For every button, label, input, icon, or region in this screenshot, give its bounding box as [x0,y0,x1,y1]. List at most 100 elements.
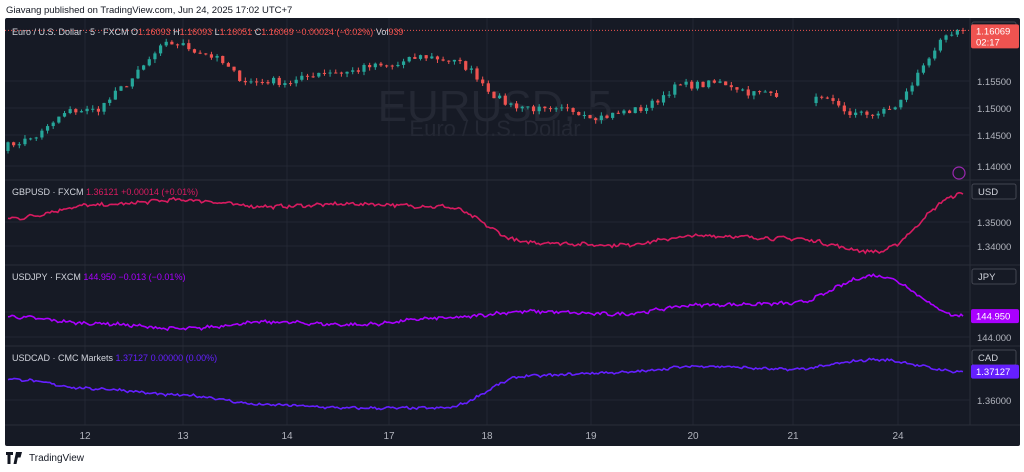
legend-symbol: Euro / U.S. Dollar · 5 · FXCM [12,27,131,37]
candle-body [23,138,27,145]
candle-body [45,126,50,131]
candle-body [588,115,592,119]
candle-body [820,96,824,98]
candle-body [181,43,185,46]
candle-body [893,107,897,110]
multi-pane-chart[interactable]: 12 13 14 17 18 19 20 21 24 1.15500 1.15000 1.14500 1… [5,18,1020,446]
candle-body [271,77,276,84]
currency-label: CAD [978,353,998,364]
candle-body [509,103,513,105]
candle-body [831,98,835,101]
candle-body [667,94,671,96]
legend-change: −0.013 (−0.01%) [118,272,185,282]
candle-body [232,66,236,71]
candle-body [741,89,745,91]
series-line-usdjpy [7,273,964,332]
candle-body [209,54,214,58]
legend-l-label: L [215,27,220,37]
candle-body [249,81,253,83]
candle-body [520,106,524,109]
candle-body [938,39,942,51]
candle-body [458,59,462,62]
candle-body [718,81,722,83]
x-tick-label: 20 [687,431,699,442]
price-tick-label: 1.14500 [977,131,1011,142]
legend-change: −0.00024 (−0.02%) [296,27,376,37]
candle-body [192,49,197,53]
candle-body [430,56,434,59]
candle-body [837,100,841,106]
candle-body [396,64,400,67]
candle-body [927,58,931,66]
candle-body [735,87,739,90]
candle-body [921,65,926,73]
candle-body [311,76,315,78]
candle-body [418,55,423,59]
price-tick-label: 1.35000 [977,218,1011,229]
candle-body [356,70,360,72]
candle-body [882,108,886,114]
candle-body [622,110,626,114]
candle-body [435,56,440,60]
candle-body [158,45,163,54]
candle-body [876,113,880,116]
candle-body [757,91,762,93]
candle-body [373,63,377,68]
candle-body [447,60,451,62]
candle-body [6,142,10,151]
series-line-gbpusd [7,191,964,255]
candle-body [571,108,575,112]
candle-body [537,106,541,112]
candle-body [695,81,700,89]
last-price-tag [971,364,1019,379]
candle-body [531,106,536,112]
candle-body [554,108,558,110]
candle-body [108,99,112,103]
last-price-value: 1.37127 [976,367,1010,378]
currency-badge [971,268,1017,285]
last-price-value: 1.16069 [976,26,1010,37]
x-tick-label: 17 [383,431,395,442]
candle-body [288,83,293,85]
candle-body [639,107,643,112]
price-tick-label: 1.34000 [977,242,1011,253]
legend-h-label: H [173,27,180,37]
x-tick-label: 13 [177,431,189,442]
legend-symbol: USDCAD · CMC Markets [12,353,116,363]
price-tick-label: 1.15500 [977,77,1011,88]
watermark-description: Euro / U.S. Dollar [409,116,580,141]
candle-body [40,130,44,138]
candle-body [407,56,411,62]
legend-c-label: C [255,27,262,37]
candle-body [351,70,355,72]
candle-body [899,99,903,108]
candle-body [175,44,180,46]
candle-body [650,100,654,108]
countdown-value: 02:17 [976,37,1000,48]
candle-body [74,109,78,113]
candle-body [701,81,705,88]
legend-usdcad: USDCAD · CMC Markets 1.37127 0.00000 (0.… [12,353,217,363]
candle-body [469,68,473,70]
candle-body [933,50,937,59]
candle-body [825,97,829,99]
legend-eurusd: Euro / U.S. Dollar · 5 · FXCM O1.16093 H… [12,27,403,37]
legend-last: 1.36121 [86,187,121,197]
candle-body [215,55,219,58]
legend-c: 1.16069 [261,27,296,37]
candle-body [334,72,338,74]
chart-frame[interactable]: 12 13 14 17 18 19 20 21 24 1.15500 1.15000 1.14500 1… [5,18,1020,446]
candle-body [543,106,547,109]
candle-body [401,61,406,65]
price-tick-label: 1.14000 [977,162,1011,173]
candle-body [413,56,417,59]
candle-body [79,111,84,113]
candle-body [678,84,683,86]
candle-body [204,53,208,55]
candle-body [560,107,564,109]
candle-body [887,108,892,110]
candle-body [486,83,490,92]
legend-vol-label: Vol [376,27,389,37]
candle-body [136,69,140,79]
candle-body [187,43,191,50]
